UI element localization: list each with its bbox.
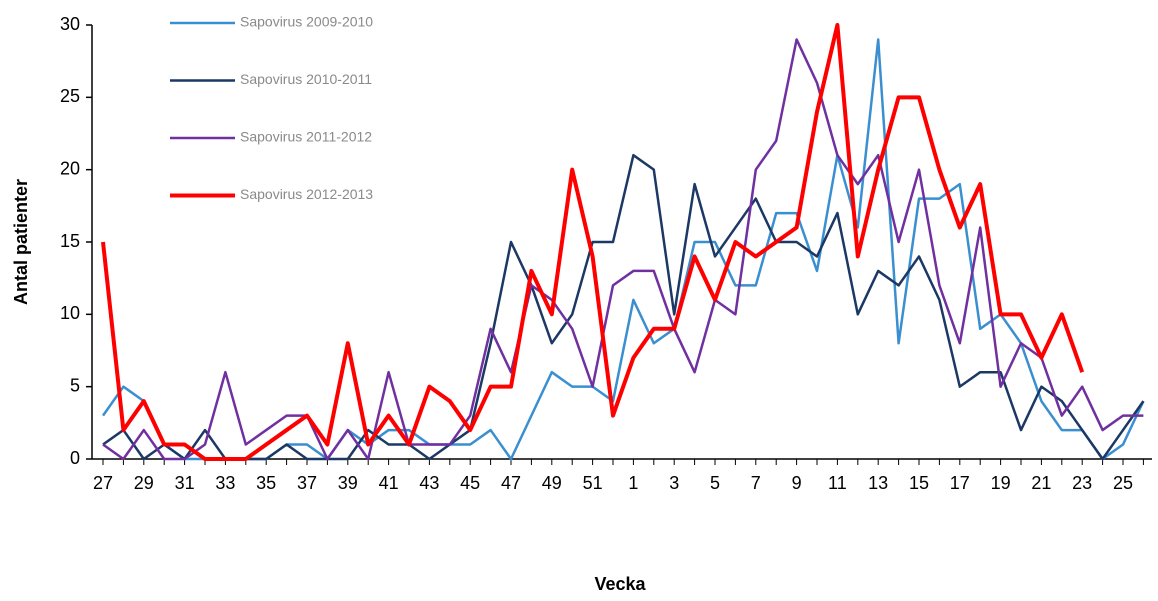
x-axis-label: Vecka	[594, 574, 646, 594]
y-tick-label: 10	[60, 303, 80, 323]
x-tick-label: 33	[215, 473, 235, 493]
legend-label: Sapovirus 2011-2012	[240, 129, 372, 145]
x-tick-label: 51	[583, 473, 603, 493]
legend-label: Sapovirus 2010-2011	[240, 71, 372, 87]
x-tick-label: 37	[297, 473, 317, 493]
x-tick-label: 23	[1072, 473, 1092, 493]
x-tick-label: 17	[950, 473, 970, 493]
legend-label: Sapovirus 2009-2010	[240, 14, 373, 30]
legend-label: Sapovirus 2012-2013	[240, 186, 373, 202]
series-line	[102, 38, 1144, 461]
x-tick-label: 31	[175, 473, 195, 493]
x-tick-label: 25	[1113, 473, 1133, 493]
x-tick-label: 9	[792, 473, 802, 493]
x-tick-label: 5	[710, 473, 720, 493]
y-axis-label: Antal patienter	[11, 179, 31, 305]
x-tick-label: 43	[419, 473, 439, 493]
x-tick-label: 29	[134, 473, 154, 493]
y-tick-label: 20	[60, 158, 80, 178]
x-tick-label: 39	[338, 473, 358, 493]
x-tick-label: 11	[828, 473, 847, 493]
y-tick-label: 25	[60, 86, 80, 106]
x-tick-label: 21	[1031, 473, 1051, 493]
x-tick-label: 19	[991, 473, 1011, 493]
y-tick-label: 30	[60, 14, 80, 34]
x-tick-label: 13	[868, 473, 888, 493]
x-tick-label: 45	[460, 473, 480, 493]
series-line	[101, 23, 1085, 461]
x-tick-label: 3	[669, 473, 679, 493]
series-line	[102, 153, 1145, 461]
x-tick-label: 47	[501, 473, 521, 493]
x-tick-label: 15	[909, 473, 929, 493]
x-tick-label: 27	[93, 473, 113, 493]
y-tick-label: 0	[70, 448, 80, 468]
y-tick-label: 5	[70, 375, 80, 395]
x-tick-label: 7	[751, 473, 761, 493]
y-tick-label: 15	[60, 231, 80, 251]
x-tick-label: 49	[542, 473, 562, 493]
x-tick-label: 35	[256, 473, 276, 493]
x-tick-label: 1	[628, 473, 638, 493]
x-tick-label: 41	[379, 473, 399, 493]
series-line	[101, 38, 1145, 461]
